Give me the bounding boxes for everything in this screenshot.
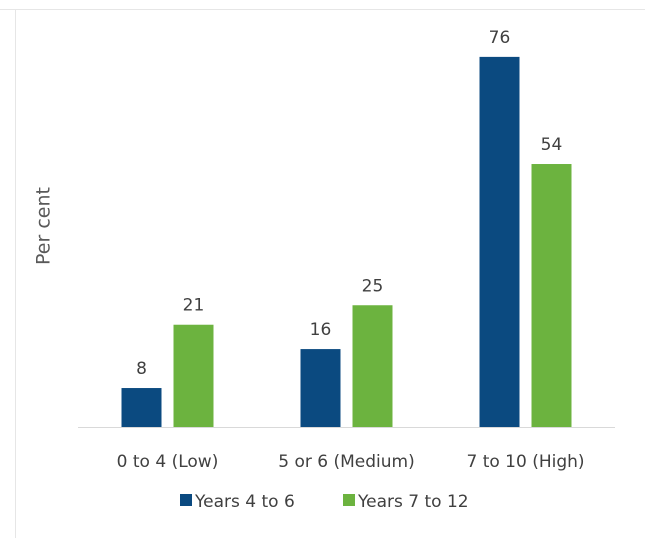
category-label: 7 to 10 (High): [466, 452, 584, 472]
bar-years-4-to-6-1: [300, 349, 341, 427]
category-label: 5 or 6 (Medium): [278, 452, 414, 472]
legend-swatch: [180, 494, 192, 506]
bar-years-7-to-12-1: [352, 305, 393, 427]
category-labels: 0 to 4 (Low) 5 or 6 (Medium) 7 to 10 (High…: [117, 452, 585, 472]
data-label: 76: [489, 28, 511, 48]
bar-years-4-to-6-2: [479, 56, 520, 427]
frame-left-border: [15, 9, 16, 538]
bar-years-7-to-12-2: [531, 164, 572, 427]
data-label: 16: [310, 320, 332, 340]
data-label: 8: [136, 359, 147, 379]
bar-years-7-to-12-0: [173, 324, 214, 427]
frame-top-border: [0, 9, 645, 10]
legend: Years 4 to 6 Years 7 to 12: [180, 492, 469, 512]
category-label: 0 to 4 (Low): [117, 452, 219, 472]
legend-label: Years 4 to 6: [194, 492, 295, 512]
y-axis-title: Per cent: [33, 187, 55, 265]
legend-label: Years 7 to 12: [357, 492, 469, 512]
bar-years-4-to-6-0: [121, 388, 162, 427]
data-label: 21: [183, 296, 205, 316]
data-label: 25: [362, 276, 384, 296]
legend-swatch: [343, 494, 355, 506]
data-label: 54: [541, 135, 563, 155]
bars-layer: 8 21 16 25 76 54: [121, 28, 572, 427]
